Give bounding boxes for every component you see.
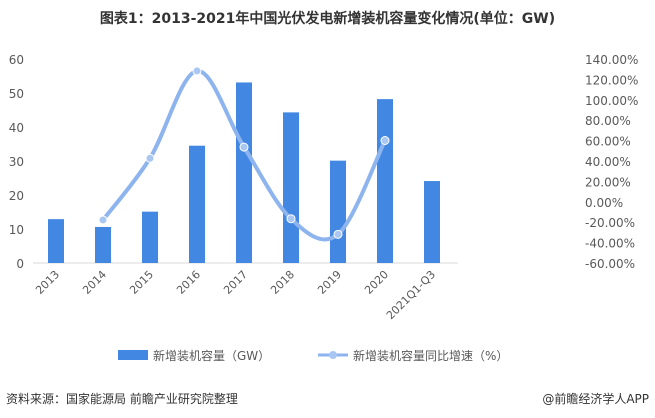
right-tick-label: 80.00% [585,114,631,128]
x-tick-label: 2021Q1-Q3 [384,268,438,322]
x-tick-label: 2018 [268,268,297,297]
bar-2016 [189,145,205,263]
right-tick-label: 40.00% [585,155,631,169]
growth-point [192,66,202,76]
bar-2021Q1-Q3 [424,181,440,263]
growth-point [286,214,296,224]
bar-2015 [142,211,158,263]
left-tick-label: 20 [9,189,24,203]
left-tick-label: 10 [9,223,24,237]
legend-bar-label: 新增装机容量（GW） [153,348,270,363]
x-tick-label: 2020 [362,268,391,297]
left-tick-label: 30 [9,155,24,169]
legend-line-label: 新增装机容量同比增速（%） [353,348,508,363]
right-tick-label: 120.00% [585,73,638,87]
x-tick-label: 2016 [174,268,203,297]
growth-point [145,153,155,163]
x-tick-label: 2015 [127,268,156,297]
right-tick-label: -20.00% [585,216,635,230]
left-tick-label: 0 [16,257,24,271]
bar-2018 [283,112,299,263]
right-tick-label: -40.00% [585,237,635,251]
left-tick-label: 40 [9,121,24,135]
chart-title: 图表1：2013-2021年中国光伏发电新增装机容量变化情况(单位：GW) [99,11,556,27]
x-tick-label: 2017 [221,268,250,297]
bar-2013 [48,219,64,263]
bar-2019 [330,160,346,263]
brand-note: @前瞻经济学人APP [542,392,649,406]
x-tick-label: 2019 [315,268,344,297]
right-tick-label: 20.00% [585,175,631,189]
x-tick-label: 2014 [80,268,109,297]
right-tick-label: 100.00% [585,94,638,108]
growth-point [380,135,390,145]
bar-2020 [377,99,393,264]
source-note: 资料来源：国家能源局 前瞻产业研究院整理 [6,392,238,406]
right-tick-label: 0.00% [585,196,623,210]
left-tick-label: 50 [9,87,24,101]
legend-bar-swatch [118,350,148,360]
bar-2017 [236,82,252,264]
right-tick-label: 140.00% [585,53,638,67]
growth-point [239,142,249,152]
growth-point [98,215,108,225]
growth-point [333,229,343,239]
bar-2014 [95,226,111,263]
right-tick-label: -60.00% [585,257,635,271]
legend-line-marker [329,351,337,359]
x-tick-label: 2013 [33,268,62,297]
left-tick-label: 60 [9,53,24,67]
right-tick-label: 60.00% [585,135,631,149]
